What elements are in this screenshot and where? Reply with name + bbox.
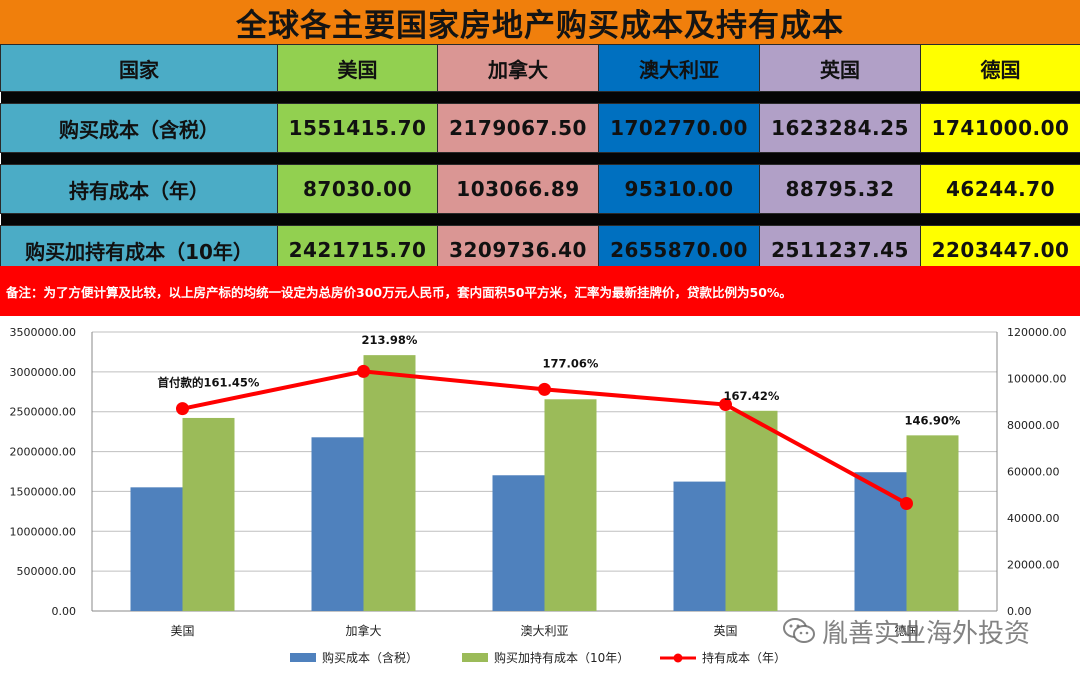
table-cell: 46244.70 <box>920 164 1080 214</box>
legend-swatch <box>462 653 488 662</box>
bar <box>492 475 545 611</box>
header-us: 美国 <box>277 44 438 92</box>
table-cell: 88795.32 <box>759 164 921 214</box>
header-uk: 英国 <box>759 44 921 92</box>
watermark-text: 胤善实业海外投资 <box>822 618 1031 649</box>
table-header-row: 国家 美国 加拿大 澳大利亚 英国 德国 <box>0 44 1080 92</box>
cost-table: 国家 美国 加拿大 澳大利亚 英国 德国 购买成本（含税） 1551415.70… <box>0 44 1080 275</box>
table-row-purchase: 购买成本（含税） 1551415.70 2179067.50 1702770.0… <box>0 103 1080 153</box>
right-tick-label: 20000.00 <box>1007 559 1060 572</box>
header-country: 国家 <box>0 44 278 92</box>
bar <box>182 417 235 611</box>
left-tick-label: 500000.00 <box>17 565 77 578</box>
legend-label: 购买加持有成本（10年） <box>494 650 629 665</box>
combo-chart: 0.00 500000.00 1000000.00 1500000.00 2000000… <box>10 326 1067 665</box>
table-cell: 1702770.00 <box>598 103 760 153</box>
right-tick-label: 80000.00 <box>1007 419 1060 432</box>
header-australia: 澳大利亚 <box>598 44 760 92</box>
right-tick-label: 100000.00 <box>1007 373 1067 386</box>
header-canada: 加拿大 <box>437 44 599 92</box>
table-cell: 95310.00 <box>598 164 760 214</box>
header-germany: 德国 <box>920 44 1080 92</box>
left-tick-label: 3000000.00 <box>10 366 76 379</box>
row-label: 持有成本（年） <box>0 164 278 214</box>
data-label: 213.98% <box>362 333 418 347</box>
left-tick-label: 0.00 <box>52 605 77 618</box>
line-point <box>176 402 189 416</box>
x-tick-label: 澳大利亚 <box>520 624 568 638</box>
table-row-holding: 持有成本（年） 87030.00 103066.89 95310.00 8879… <box>0 164 1080 214</box>
data-label: 146.90% <box>905 413 961 427</box>
bar <box>363 355 416 611</box>
line-point <box>900 496 913 510</box>
line-point <box>357 364 370 378</box>
table-cell: 2179067.50 <box>437 103 599 153</box>
left-tick-label: 1000000.00 <box>10 525 76 538</box>
line-point <box>538 382 551 396</box>
bar <box>906 435 959 611</box>
data-label: 177.06% <box>543 356 599 370</box>
bar <box>130 487 183 611</box>
watermark: 胤善实业海外投资 <box>782 613 1030 649</box>
data-label: 167.42% <box>724 389 780 403</box>
wechat-icon <box>783 618 815 643</box>
right-tick-label: 60000.00 <box>1007 466 1060 479</box>
bar <box>311 437 364 611</box>
left-tick-label: 2500000.00 <box>10 406 76 419</box>
legend-marker <box>673 653 683 663</box>
x-tick-label: 德国 <box>894 623 918 638</box>
table-cell: 103066.89 <box>437 164 599 214</box>
table-cell: 1551415.70 <box>277 103 438 153</box>
left-tick-label: 3500000.00 <box>10 326 76 339</box>
line-point <box>719 398 732 412</box>
legend-label: 持有成本（年） <box>702 650 786 665</box>
right-tick-label: 40000.00 <box>1007 512 1060 525</box>
table-cell: 1741000.00 <box>920 103 1080 153</box>
table-cell: 1623284.25 <box>759 103 921 153</box>
x-tick-label: 英国 <box>713 624 737 638</box>
bar <box>673 481 726 611</box>
table-cell: 87030.00 <box>277 164 438 214</box>
right-tick-label: 0.00 <box>1007 605 1032 618</box>
bar <box>544 399 597 611</box>
row-label: 购买成本（含税） <box>0 103 278 153</box>
bar <box>725 410 778 611</box>
right-tick-label: 120000.00 <box>1007 326 1067 339</box>
left-tick-label: 2000000.00 <box>10 446 76 459</box>
note-banner: 备注：为了方便计算及比较，以上房产标的均统一设定为总房价300万元人民币，套内面… <box>0 266 1080 316</box>
page-title: 全球各主要国家房地产购买成本及持有成本 <box>0 0 1080 44</box>
data-label: 首付款的161.45% <box>158 376 260 390</box>
left-tick-label: 1500000.00 <box>10 485 76 498</box>
legend-label: 购买成本（含税） <box>322 650 418 665</box>
x-tick-label: 美国 <box>170 624 194 638</box>
bar <box>854 472 907 611</box>
legend-swatch <box>290 653 316 662</box>
x-tick-label: 加拿大 <box>345 623 381 638</box>
